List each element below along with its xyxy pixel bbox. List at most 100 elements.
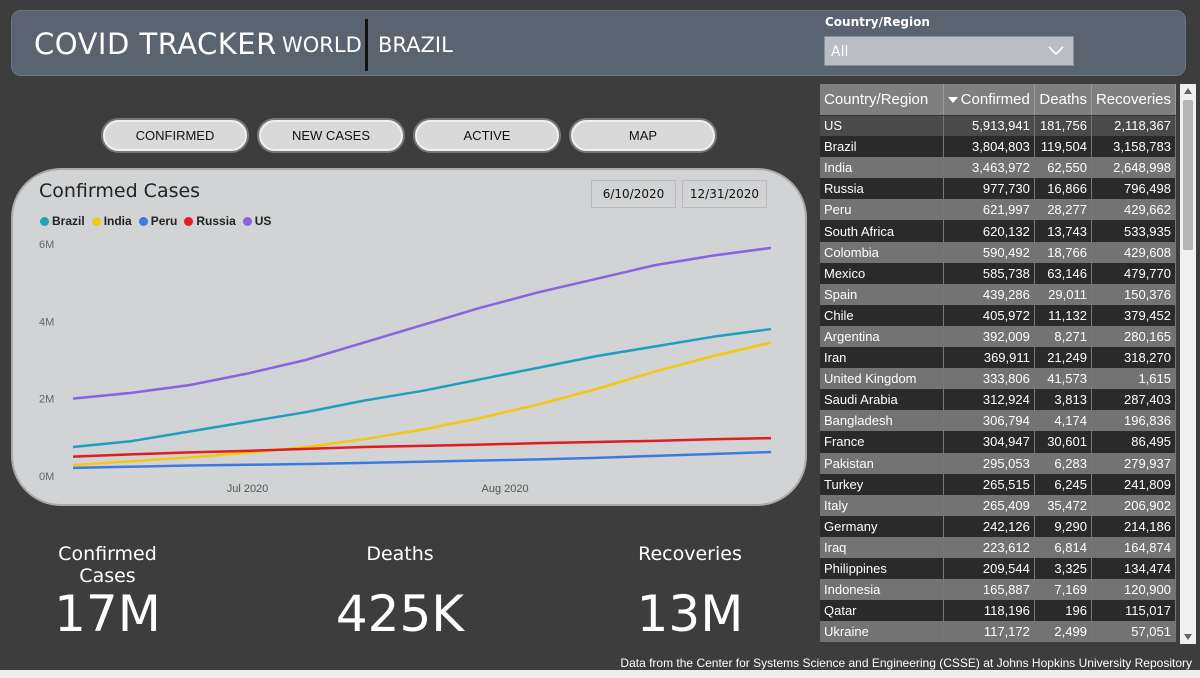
- legend-label: US: [254, 214, 272, 228]
- col-header-confirmed[interactable]: Confirmed: [943, 84, 1035, 116]
- scroll-up-icon[interactable]: [1184, 88, 1192, 94]
- data-source-footer: Data from the Center for Systems Science…: [620, 656, 1192, 670]
- legend-label: Brazil: [52, 214, 85, 228]
- table-header-row: Country/Region Confirmed Deaths Recoveri…: [820, 84, 1176, 116]
- country-filter-dropdown[interactable]: All: [824, 36, 1074, 66]
- cell-recoveries: 214,186: [1091, 515, 1176, 537]
- table-row[interactable]: Russia 977,730 16,866 796,498: [820, 178, 1176, 200]
- cell-country: South Africa: [820, 220, 944, 242]
- table-scrollbar[interactable]: [1180, 84, 1196, 644]
- legend-item-india[interactable]: India: [91, 214, 132, 228]
- legend-item-russia[interactable]: Russia: [184, 214, 236, 228]
- table-row[interactable]: United Kingdom 333,806 41,573 1,615: [820, 368, 1176, 390]
- legend-item-us[interactable]: US: [242, 214, 272, 228]
- scroll-thumb[interactable]: [1183, 100, 1193, 250]
- table-row[interactable]: Brazil 3,804,803 119,504 3,158,783: [820, 136, 1176, 158]
- table-row[interactable]: Argentina 392,009 8,271 280,165: [820, 325, 1176, 348]
- cell-confirmed: 223,612: [943, 536, 1035, 558]
- chart-legend: Brazil India Peru Russia US: [40, 214, 271, 228]
- cell-confirmed: 392,009: [943, 325, 1035, 348]
- legend-item-peru[interactable]: Peru: [138, 214, 177, 228]
- series-line-brazil[interactable]: [72, 327, 772, 449]
- cell-country: France: [820, 431, 944, 453]
- cell-confirmed: 439,286: [943, 283, 1035, 305]
- table-row[interactable]: Peru 621,997 28,277 429,662: [820, 199, 1176, 221]
- table-row[interactable]: US 5,913,941 181,756 2,118,367: [820, 114, 1176, 137]
- table-row[interactable]: Iran 369,911 21,249 318,270: [820, 347, 1176, 369]
- table-row[interactable]: Pakistan 295,053 6,283 279,937: [820, 452, 1176, 474]
- cell-country: Mexico: [820, 262, 944, 284]
- kpi-deaths-value: 425K: [335, 585, 465, 643]
- cell-deaths: 28,277: [1034, 199, 1092, 221]
- cell-deaths: 181,756: [1034, 114, 1092, 137]
- table-row[interactable]: Mexico 585,738 63,146 479,770: [820, 262, 1176, 284]
- cell-confirmed: 590,492: [943, 241, 1035, 263]
- legend-item-brazil[interactable]: Brazil: [40, 214, 85, 228]
- cell-deaths: 21,249: [1034, 347, 1092, 369]
- cell-confirmed: 620,132: [943, 220, 1035, 242]
- scroll-down-icon[interactable]: [1184, 634, 1192, 640]
- cell-recoveries: 164,874: [1091, 536, 1176, 558]
- cell-deaths: 30,601: [1034, 431, 1092, 453]
- table-body: US 5,913,941 181,756 2,118,367 Brazil 3,804,8…: [820, 114, 1176, 643]
- series-line-india[interactable]: [72, 341, 772, 467]
- cell-recoveries: 196,836: [1091, 410, 1176, 432]
- table-row[interactable]: Colombia 590,492 18,766 429,608: [820, 241, 1176, 263]
- table-row[interactable]: Chile 405,972 11,132 379,452: [820, 304, 1176, 326]
- active-button[interactable]: ACTIVE: [413, 118, 561, 153]
- table-row[interactable]: Philippines 209,544 3,325 134,474: [820, 557, 1176, 580]
- series-line-us[interactable]: [72, 246, 772, 400]
- tab-world[interactable]: WORLD: [282, 33, 362, 57]
- table-row[interactable]: Ukraine 117,172 2,499 57,051: [820, 621, 1176, 643]
- cell-country: Chile: [820, 304, 944, 326]
- country-filter-label: Country/Region: [825, 15, 930, 29]
- cell-recoveries: 479,770: [1091, 262, 1176, 284]
- date-end-input[interactable]: 12/31/2020: [682, 180, 767, 208]
- cell-deaths: 41,573: [1034, 368, 1092, 390]
- col-header-confirmed-label: Confirmed: [960, 90, 1030, 108]
- cell-recoveries: 1,615: [1091, 368, 1176, 390]
- cell-deaths: 18,766: [1034, 241, 1092, 263]
- col-header-deaths[interactable]: Deaths: [1034, 84, 1092, 116]
- cell-deaths: 6,283: [1034, 452, 1092, 474]
- table-row[interactable]: Indonesia 165,887 7,169 120,900: [820, 579, 1176, 601]
- table-row[interactable]: Bangladesh 306,794 4,174 196,836: [820, 410, 1176, 432]
- chart-title: Confirmed Cases: [39, 180, 201, 202]
- table-row[interactable]: India 3,463,972 62,550 2,648,998: [820, 157, 1176, 179]
- cell-recoveries: 796,498: [1091, 178, 1176, 200]
- table-row[interactable]: France 304,947 30,601 86,495: [820, 431, 1176, 453]
- tab-brazil[interactable]: BRAZIL: [378, 33, 453, 57]
- cell-country: Russia: [820, 178, 944, 200]
- y-tick-label: 4M: [39, 316, 54, 328]
- series-line-russia[interactable]: [72, 436, 772, 458]
- table-row[interactable]: Germany 242,126 9,290 214,186: [820, 515, 1176, 537]
- map-button[interactable]: MAP: [569, 118, 717, 153]
- cell-recoveries: 241,809: [1091, 473, 1176, 495]
- table-row[interactable]: Iraq 223,612 6,814 164,874: [820, 536, 1176, 558]
- cell-deaths: 29,011: [1034, 283, 1092, 305]
- table-row[interactable]: Qatar 118,196 196 115,017: [820, 600, 1176, 622]
- cell-country: Pakistan: [820, 452, 944, 474]
- table-row[interactable]: Saudi Arabia 312,924 3,813 287,403: [820, 389, 1176, 411]
- cell-country: Iraq: [820, 536, 944, 558]
- table-row[interactable]: Spain 439,286 29,011 150,376: [820, 283, 1176, 305]
- cell-country: India: [820, 157, 944, 179]
- col-header-recoveries[interactable]: Recoveries: [1091, 84, 1176, 116]
- confirmed-button[interactable]: CONFIRMED: [101, 118, 249, 153]
- cell-confirmed: 312,924: [943, 389, 1035, 411]
- cell-country: Germany: [820, 515, 944, 537]
- kpi-recoveries-value: 13M: [636, 585, 744, 643]
- new-cases-button[interactable]: NEW CASES: [257, 118, 405, 153]
- x-tick-label: Aug 2020: [482, 483, 529, 495]
- series-line-peru[interactable]: [72, 450, 772, 470]
- table-row[interactable]: Turkey 265,515 6,245 241,809: [820, 473, 1176, 495]
- cell-confirmed: 242,126: [943, 515, 1035, 537]
- table-row[interactable]: South Africa 620,132 13,743 533,935: [820, 220, 1176, 242]
- cell-confirmed: 117,172: [943, 621, 1035, 643]
- date-start-input[interactable]: 6/10/2020: [591, 180, 676, 208]
- cell-deaths: 119,504: [1034, 136, 1092, 158]
- legend-dot-icon: [184, 216, 194, 226]
- cell-confirmed: 265,515: [943, 473, 1035, 495]
- col-header-country[interactable]: Country/Region: [820, 84, 944, 116]
- table-row[interactable]: Italy 265,409 35,472 206,902: [820, 494, 1176, 516]
